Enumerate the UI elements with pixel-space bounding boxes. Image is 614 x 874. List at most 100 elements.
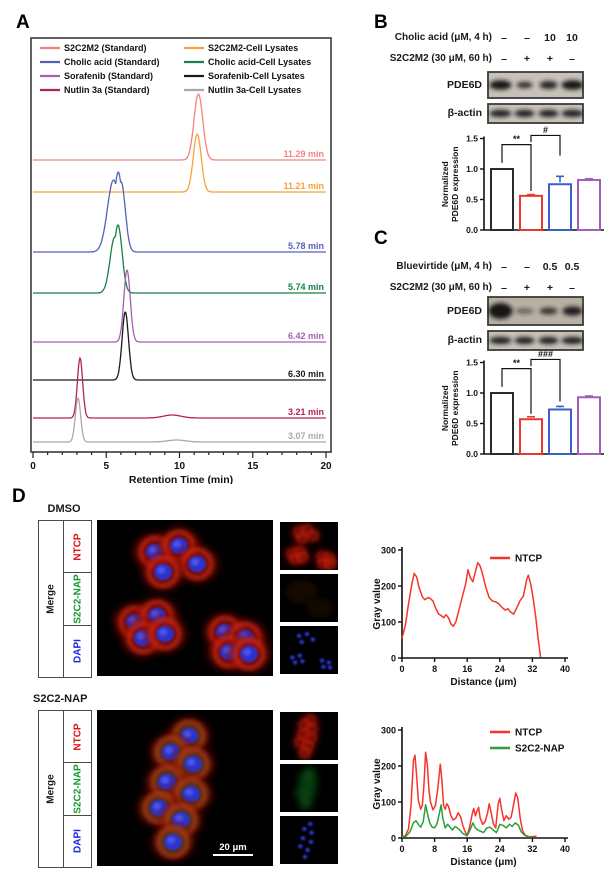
channel-cell-dapi: DAPI [64,624,91,677]
nucleus-highlight [187,758,196,766]
dose-value: – [524,32,530,44]
scale-bar-label: 20 μm [219,842,247,853]
merge-cell: Merge [39,711,64,867]
y-tick-label: 0 [391,834,396,844]
nucleus-highlight [149,546,158,554]
y-tick-label: 0 [391,654,396,664]
dose-value: – [501,32,507,44]
dose-row-label: S2C2M2 (30 μM, 60 h) [389,282,492,293]
s2c2nap-green [297,781,309,792]
y-tick-label: 300 [381,546,396,556]
x-axis-title: Distance (μm) [450,677,516,688]
x-axis-title: Distance (μm) [450,857,516,868]
nucleus-highlight [191,558,200,566]
dose-value: + [523,53,531,65]
retention-time-label: 11.29 min [283,149,324,159]
x-tick-label: 10 [174,461,186,472]
s2c2nap-green [299,800,311,810]
chromatogram-trace [33,269,326,343]
bar [577,396,601,455]
blot-label-pde6d: PDE6D [446,305,482,317]
profile-trace [401,751,537,838]
x-tick-label: 20 [320,461,332,472]
nucleus-highlight [303,855,306,858]
x-tick-label: 0 [30,461,36,472]
blot-label-pde6d: PDE6D [446,79,482,91]
x-tick-label: 40 [560,844,570,854]
panel-c-label: C [374,228,388,249]
membrane-red-ring [149,618,181,650]
retention-time-label: 6.42 min [288,331,324,341]
y-tick-label: 100 [381,798,396,808]
membrane-red-ring [147,556,179,588]
merge-micrograph-s2c2nap [97,710,273,866]
membrane-red-ring [181,548,213,580]
y-axis-title: Gray value [372,758,383,810]
significance-bracket [501,368,532,414]
nucleus-highlight [306,848,309,851]
western-blot-actin [487,330,584,351]
x-axis-title: Retention Time (min) [129,474,233,484]
y-axis-title: NormalizedPDE6D expression [440,146,460,222]
channel-cell-ntcp: NTCP [64,711,91,762]
condition-title-dmso: DMSO [47,503,81,515]
thumbnail-ntcp-s2c2nap [280,712,338,760]
retention-time-label: 5.78 min [288,241,324,251]
dose-value: 10 [566,32,578,44]
channel-column: NTCP S2C2-NAP DAPI [64,521,91,677]
legend-label: Sorafenib-Cell Lysates [208,71,305,81]
y-tick-label: 200 [381,582,396,592]
nucleus-highlight [151,610,160,618]
dose-row-label: Cholic acid (μM, 4 h) [394,32,492,43]
nucleus-highlight [185,788,194,796]
y-tick-label: 1.0 [466,164,478,174]
retention-time-label: 11.21 min [283,181,324,191]
bar [548,183,572,231]
nucleus-highlight [301,836,304,839]
nucleus-highlight [298,844,302,847]
nucleus-highlight [302,827,305,830]
condition-title-s2c2nap: S2C2-NAP [33,693,88,705]
protein-band [489,80,512,90]
y-tick-label: 0.5 [466,419,478,429]
nucleus-highlight [157,566,166,574]
chromatogram-trace [33,224,326,294]
retention-time-label: 3.07 min [288,431,324,441]
western-blot-pde6d [487,296,584,326]
nucleus-highlight [328,666,331,669]
nucleus-highlight [309,840,312,843]
nucleus-highlight [320,659,323,662]
nucleus-highlight [298,654,301,657]
protein-band [516,81,533,89]
nucleus-highlight [310,831,313,834]
legend-label: S2C2M2 (Standard) [64,43,147,53]
blot-label-actin: β-actin [447,107,482,119]
dose-value: + [546,53,554,65]
x-tick-label: 24 [495,664,505,674]
x-tick-label: 8 [432,844,437,854]
nucleus-highlight [137,632,146,640]
legend-label: NTCP [515,728,543,739]
western-blot-pde6d [487,71,584,99]
nucleus-highlight [219,626,228,634]
bar [490,392,514,455]
channel-column: NTCP S2C2-NAP DAPI [64,711,91,867]
thumbnail-dapi-dmso [280,626,338,674]
channel-cell-s2c2nap: S2C2-NAP [64,762,91,814]
x-tick-label: 0 [399,664,404,674]
nucleus-highlight [161,776,170,784]
x-tick-label: 32 [527,844,537,854]
significance-label: ** [513,134,521,144]
chromatogram-plot: S2C2M2 (Standard) Cholic acid (Standard) S… [30,37,332,484]
dose-value: – [501,282,507,294]
dose-value: – [569,53,575,65]
channel-cell-s2c2nap: S2C2-NAP [64,572,91,624]
y-tick-label: 1.0 [466,388,478,398]
nucleus-highlight [297,634,300,637]
y-tick-label: 0.0 [466,225,478,235]
dose-value: 0.5 [542,261,558,273]
scale-bar-line [213,854,253,856]
channel-label-s2c2nap: S2C2-NAP [72,574,83,624]
channel-label-dapi: DAPI [72,829,83,854]
